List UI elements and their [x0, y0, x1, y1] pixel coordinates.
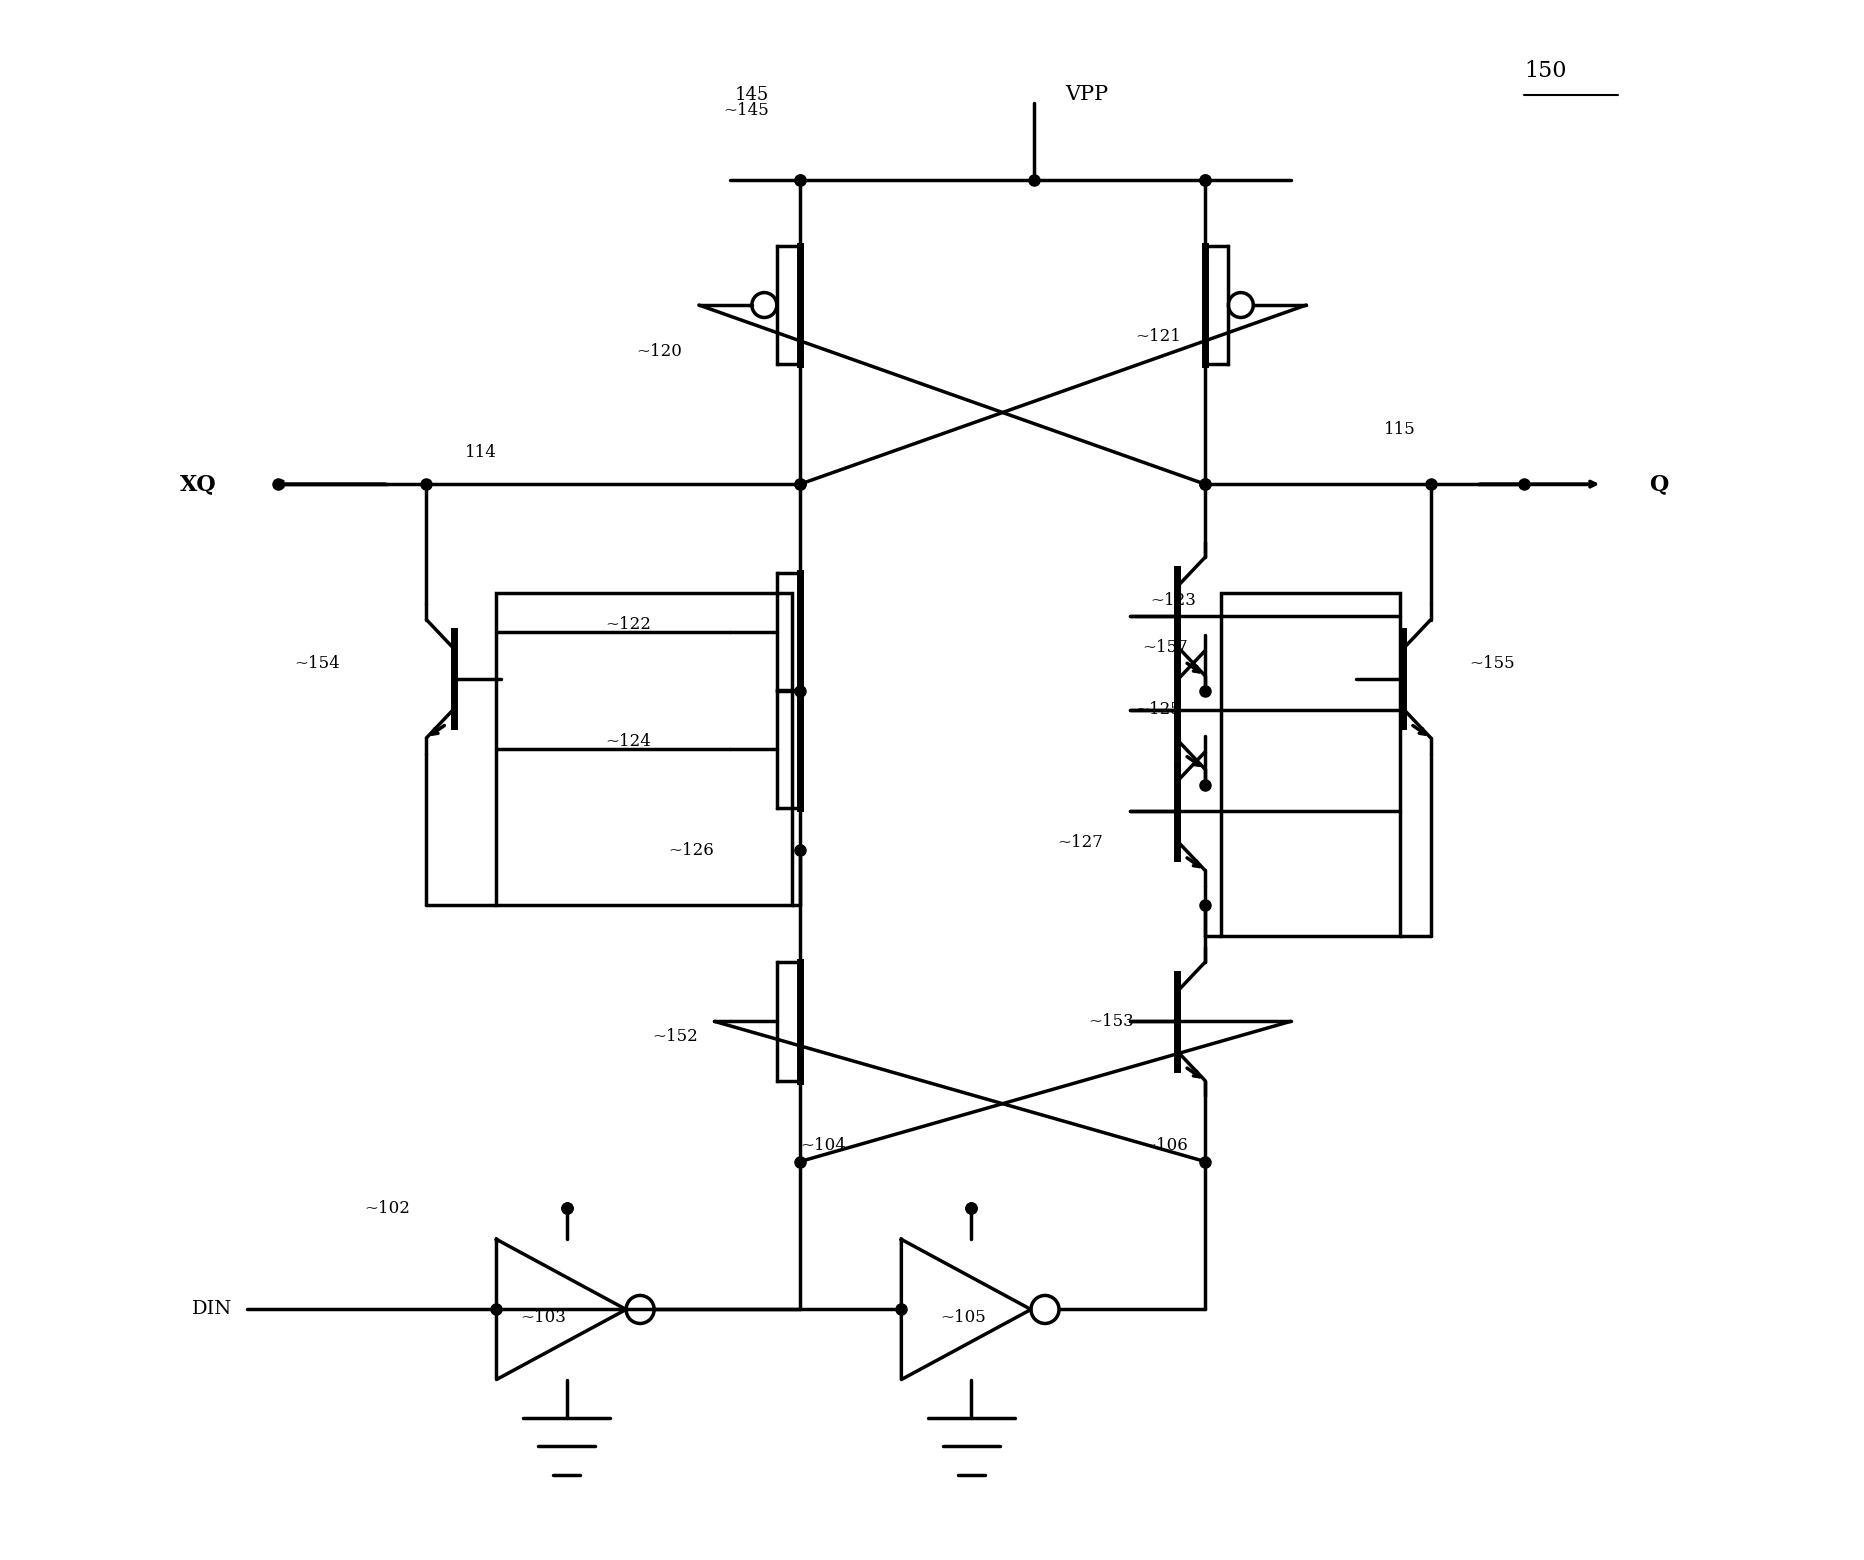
Text: Q: Q: [1648, 473, 1666, 495]
Text: ~157: ~157: [1143, 640, 1187, 657]
Text: ~126: ~126: [667, 841, 714, 858]
Text: 115: 115: [1383, 421, 1415, 438]
Text: ~154: ~154: [295, 655, 339, 672]
Text: ~106: ~106: [1143, 1137, 1187, 1154]
Text: ~104: ~104: [800, 1137, 846, 1154]
Text: ~153: ~153: [1087, 1012, 1133, 1030]
Text: ~102: ~102: [363, 1200, 410, 1217]
Text: ~124: ~124: [606, 733, 651, 749]
Text: DIN: DIN: [192, 1301, 231, 1318]
Text: VPP: VPP: [1064, 86, 1107, 105]
Text: 145: 145: [734, 86, 768, 105]
Text: ~103: ~103: [520, 1309, 565, 1326]
Text: ~145: ~145: [723, 101, 768, 119]
Text: ~105: ~105: [939, 1309, 986, 1326]
Text: 114: 114: [466, 445, 498, 462]
Text: 150: 150: [1523, 61, 1566, 83]
Text: ~123: ~123: [1150, 593, 1195, 610]
Text: XQ: XQ: [179, 473, 216, 495]
Text: ~127: ~127: [1057, 833, 1102, 850]
Text: ~155: ~155: [1469, 655, 1515, 672]
Text: ~122: ~122: [606, 616, 651, 633]
Text: ~152: ~152: [652, 1028, 697, 1045]
Text: ~125: ~125: [1135, 702, 1180, 719]
Text: ~121: ~121: [1135, 328, 1180, 345]
Text: ~120: ~120: [636, 343, 682, 360]
